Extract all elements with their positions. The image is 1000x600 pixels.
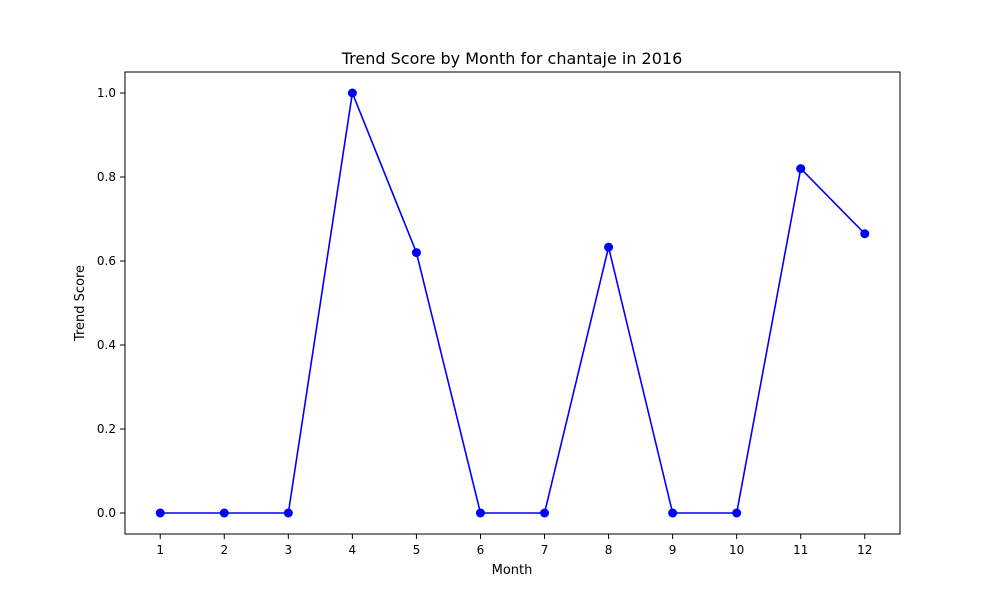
data-point — [796, 164, 806, 174]
data-point — [860, 229, 870, 239]
data-point — [155, 508, 165, 518]
x-tick-label: 5 — [413, 543, 421, 557]
x-tick-label: 4 — [349, 543, 357, 557]
y-tick-label: 0.2 — [97, 422, 116, 436]
chart-title: Trend Score by Month for chantaje in 201… — [341, 49, 683, 68]
y-tick-label: 0.0 — [97, 506, 116, 520]
data-point — [347, 88, 357, 98]
data-point — [604, 242, 614, 252]
data-point — [219, 508, 229, 518]
data-point — [668, 508, 678, 518]
data-point — [283, 508, 293, 518]
x-tick-label: 6 — [477, 543, 485, 557]
y-tick-label: 0.6 — [97, 254, 116, 268]
x-tick-label: 8 — [605, 543, 613, 557]
y-axis-label: Trend Score — [73, 265, 88, 342]
series-layer — [155, 88, 870, 518]
x-tick-label: 2 — [220, 543, 228, 557]
x-tick-label: 1 — [156, 543, 164, 557]
data-point — [475, 508, 485, 518]
x-axis-label: Month — [492, 563, 533, 578]
y-tick-label: 0.8 — [97, 170, 116, 184]
ticks-layer: 1 2 3 4 5 6 7 8 9 10 11 120.00.20.40.60.81.0 — [97, 86, 873, 557]
plot-area-frame — [124, 71, 901, 535]
x-tick-label: 3 — [285, 543, 293, 557]
series-line — [160, 92, 866, 514]
data-point — [411, 248, 421, 258]
x-tick-label: 12 — [857, 543, 872, 557]
data-point — [540, 508, 550, 518]
x-tick-label: 11 — [793, 543, 808, 557]
y-tick-label: 0.4 — [97, 338, 116, 352]
x-tick-label: 7 — [541, 543, 549, 557]
x-tick-label: 10 — [729, 543, 744, 557]
x-tick-label: 9 — [669, 543, 677, 557]
y-tick-label: 1.0 — [97, 86, 116, 100]
data-point — [732, 508, 742, 518]
